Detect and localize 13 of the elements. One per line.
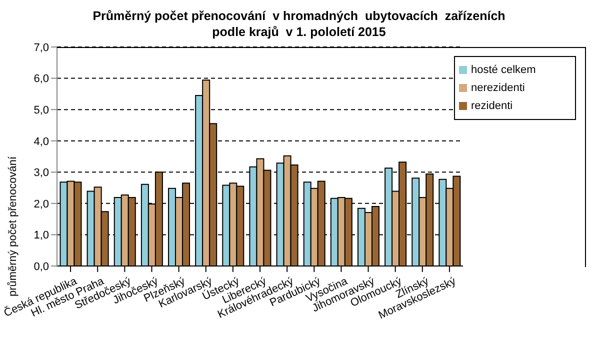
y-tick-label: 6,0 — [34, 73, 49, 86]
y-tick-label: 1,0 — [34, 230, 49, 242]
legend-label: hosté celkem — [471, 64, 536, 76]
y-tick-label: 5,0 — [34, 104, 49, 116]
y-tick-label: 3,0 — [34, 167, 49, 180]
chart-title: Průměrný počet přenocování v hromadných ubytovacích zařízeních podle krajů v 1. pololetí 2015 — [92, 8, 506, 40]
legend-label: rezidenti — [471, 100, 513, 112]
y-tick-label: 2,0 — [34, 198, 49, 210]
y-axis-title: průměrný počet přenocování — [6, 156, 19, 297]
y-tick-label: 0,0 — [34, 260, 49, 273]
legend-label: nerezidenti — [471, 82, 525, 94]
y-tick-label: 7,0 — [34, 42, 49, 54]
y-tick-label: 4,0 — [34, 136, 49, 148]
